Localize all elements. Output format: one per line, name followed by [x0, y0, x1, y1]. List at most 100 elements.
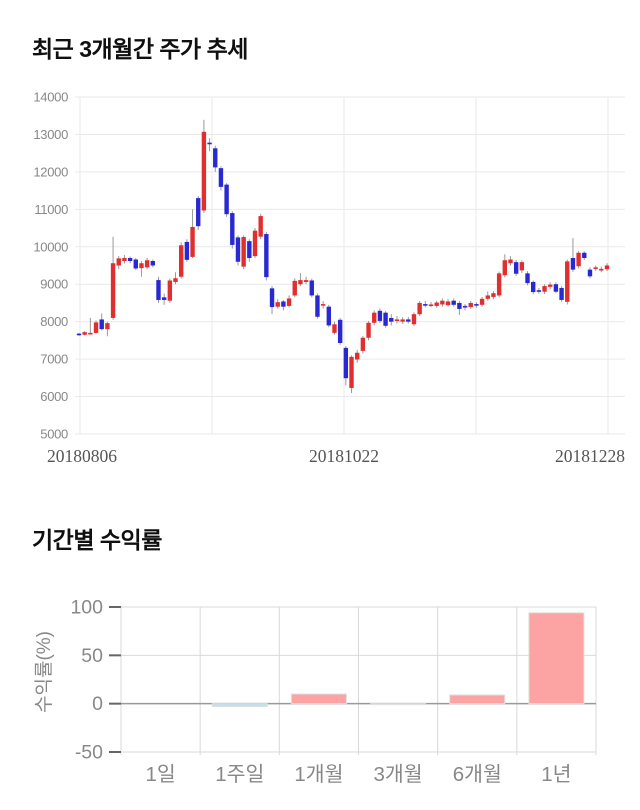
candle-body-up	[122, 258, 127, 262]
candle-body-down	[133, 259, 138, 269]
candle-body-down	[127, 258, 133, 262]
price-y-tick-label: 11000	[34, 202, 68, 217]
price-y-tick-label: 8000	[40, 314, 68, 329]
candle-body-down	[309, 280, 314, 296]
candle-body-up	[434, 302, 439, 306]
candle-body-up	[298, 280, 303, 285]
candle-body-down	[462, 305, 468, 308]
price-candlestick-chart: 14000 13000 12000 11000 10000 9000 8000 7000 600…	[33, 90, 625, 467]
return-bar-positive	[528, 612, 585, 705]
candle-body-down	[389, 317, 394, 322]
candle-body-down	[337, 319, 343, 344]
candle-body-down	[383, 312, 388, 326]
candle-body-down	[235, 237, 241, 262]
candle-body-up	[417, 302, 422, 315]
candle-body-down	[377, 310, 383, 321]
candle-body-up	[565, 261, 570, 302]
candle-body-down	[150, 261, 156, 266]
price-y-tick-label: 6000	[40, 389, 68, 404]
price-y-tick-label: 14000	[33, 90, 68, 105]
price-x-date-label: 20181228	[555, 446, 625, 466]
return-bar-negative	[211, 703, 268, 708]
candle-body-down	[196, 198, 201, 227]
returns-x-category-label: 1주일	[215, 763, 264, 786]
candle-body-down	[536, 290, 542, 292]
returns-x-category-label: 1일	[145, 763, 175, 786]
candle-body-down	[184, 241, 190, 260]
candle-body-up	[496, 273, 502, 296]
candle-body-up	[275, 302, 280, 307]
candle-body-down	[553, 284, 559, 292]
candle-body-up	[105, 323, 110, 330]
candle-body-up	[508, 259, 513, 264]
candle-body-up	[394, 319, 400, 322]
returns-x-category-label: 6개월	[453, 763, 502, 786]
returns-x-category-label: 1개월	[294, 763, 343, 786]
candle-body-up	[593, 267, 598, 269]
returns-bar-chart: 100 50 0 -50 1일 1주일 1개월 3개월 6개월 1년 수익률(%)	[33, 597, 597, 786]
returns-y-tick-label: 0	[92, 693, 103, 715]
candle-body-down	[264, 234, 269, 278]
candle-body-up	[82, 332, 87, 335]
return-bar-negative	[370, 703, 427, 706]
candle-body-down	[247, 241, 252, 259]
candle-body-up	[445, 301, 451, 306]
candle-body-down	[281, 301, 286, 307]
candle-body-up	[241, 237, 246, 267]
candle-body-down	[587, 269, 593, 277]
candle-body-up	[292, 280, 297, 296]
return-bar-positive	[449, 694, 506, 705]
candle-body-up	[548, 284, 553, 287]
return-bar-positive	[290, 693, 347, 705]
candle-body-up	[201, 131, 207, 211]
candle-body-up	[252, 230, 258, 257]
returns-y-axis-label: 수익률(%)	[33, 631, 55, 713]
price-y-tick-label: 7000	[40, 352, 68, 367]
candle-body-down	[451, 300, 456, 305]
candle-body-up	[178, 245, 184, 277]
candle-body-down	[218, 168, 224, 187]
price-x-date-label: 20180806	[47, 446, 117, 466]
candle-body-up	[349, 356, 354, 388]
candle-body-up	[411, 314, 417, 325]
candle-body-up	[190, 226, 195, 257]
candle-body-down	[213, 148, 218, 168]
candle-body-down	[343, 347, 349, 379]
candle-body-down	[161, 297, 167, 300]
candle-body-down	[224, 184, 229, 215]
candle-body-up	[599, 268, 604, 271]
candle-body-down	[76, 333, 82, 336]
candle-body-down	[156, 280, 161, 300]
candle-body-up	[173, 278, 178, 282]
candle-body-down	[530, 281, 536, 293]
returns-x-category-label: 1년	[541, 763, 571, 786]
candle-body-up	[110, 263, 116, 318]
candle-body-down	[423, 304, 428, 306]
candle-body-up	[400, 319, 405, 322]
returns-y-tick-label: 50	[81, 645, 103, 667]
candle-body-down	[207, 142, 212, 145]
candle-body-down	[406, 319, 411, 322]
candle-body-down	[570, 258, 576, 270]
candle-body-up	[428, 304, 434, 307]
candle-body-up	[88, 332, 93, 335]
candle-body-up	[93, 322, 99, 333]
price-y-tick-label: 13000	[33, 127, 68, 142]
candle-body-up	[167, 280, 173, 301]
candle-body-up	[139, 263, 144, 269]
returns-y-tick-label: 100	[70, 597, 103, 619]
price-y-tick-label: 12000	[33, 164, 68, 179]
candle-body-up	[303, 280, 309, 282]
candle-body-down	[99, 319, 104, 330]
candle-body-up	[258, 216, 263, 237]
candle-body-down	[474, 304, 479, 306]
candle-body-down	[315, 295, 320, 317]
candle-body-up	[366, 322, 371, 338]
candle-body-up	[372, 312, 377, 323]
candle-body-down	[559, 287, 564, 300]
candle-body-up	[519, 262, 525, 271]
price-trend-title: 최근 3개월간 주가 추세	[32, 36, 248, 62]
candle-body-up	[468, 302, 473, 308]
